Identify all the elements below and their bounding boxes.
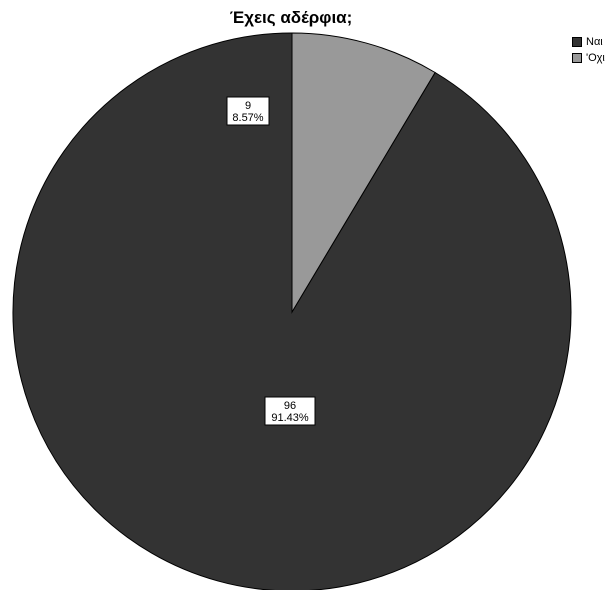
data-label-percent-yes: 91.43%: [271, 412, 309, 424]
legend-label-yes: Ναι: [586, 35, 603, 48]
data-label-count-yes: 96: [284, 400, 296, 412]
legend-swatch-no: [572, 52, 582, 63]
legend-item-no: 'Οχι: [572, 50, 605, 65]
legend-item-yes: Ναι: [572, 34, 605, 49]
legend-swatch-yes: [572, 36, 582, 47]
pie-slice-no: [291, 32, 436, 314]
legend-label-no: 'Οχι: [586, 51, 605, 64]
data-label-no: 98.57%: [226, 96, 270, 126]
data-label-count-no: 9: [245, 100, 251, 112]
legend: Ναι 'Οχι: [572, 34, 605, 66]
pie-slice-yes: [12, 32, 572, 590]
chart-title: Έχεις αδέρφια;: [229, 8, 353, 27]
data-label-percent-no: 8.57%: [232, 112, 263, 124]
data-label-box-no: [226, 96, 270, 126]
data-label-box-yes: [264, 396, 316, 426]
